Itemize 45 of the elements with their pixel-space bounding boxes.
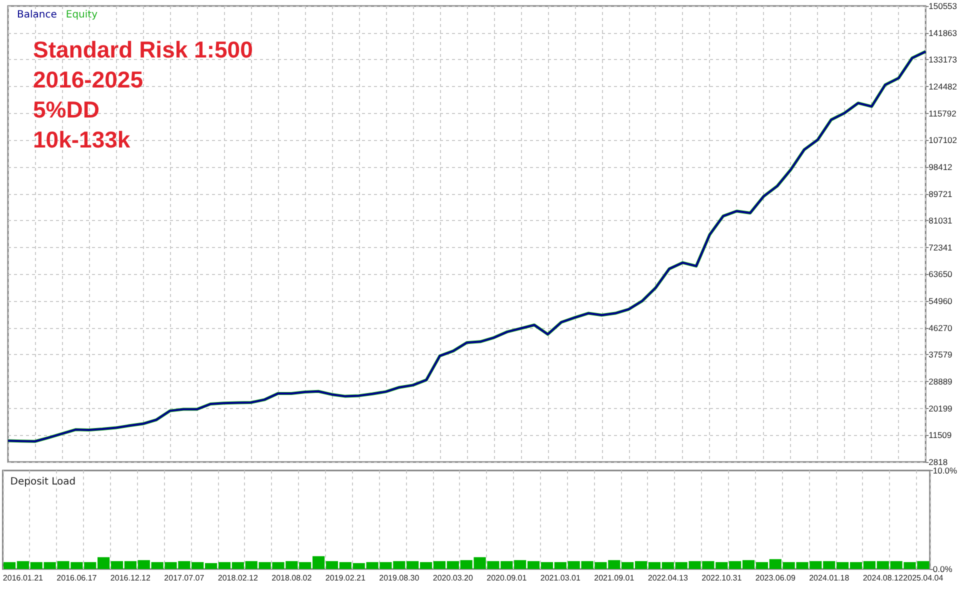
x-tick-label: 2025.04.04 [903,574,944,582]
y-tick-label: 107102 [928,135,958,146]
x-tick-label: 2021.03.01 [540,574,581,582]
y-tick-label: 11509 [928,430,952,440]
y-tick-label: 133173 [928,54,958,65]
x-tick-label: 2016.06.17 [56,574,98,582]
x-tick-label: 2019.02.21 [325,574,366,582]
y-tick-label: 124482 [928,81,958,92]
y-tick-label: 115792 [928,108,957,118]
x-tick-label: 2016.01.21 [2,574,44,582]
y-tick-label: 63650 [928,269,953,280]
x-tick-label: 2021.09.01 [594,574,635,582]
text: Balance [17,10,57,20]
y-tick-label: 89721 [928,188,953,199]
y-tick-label: 2818 [928,457,948,467]
y-tick-label: 98412 [928,162,953,172]
y-tick-label: 150553 [928,1,958,11]
annotation: 2016-2025 [33,66,144,92]
x-tick-label: 2020.03.20 [432,574,474,582]
y-tick-label: 81031 [928,216,953,226]
y-tick-label: 10.0% [932,466,958,476]
x-tick-label: 2022.10.31 [702,574,742,582]
x-tick-label: 2024.08.12 [862,574,904,582]
y-tick-label: 20199 [928,403,953,414]
annotation: 5%DD [33,96,100,122]
x-tick-label: 2023.06.09 [755,574,796,582]
y-tick-label: 0.0% [932,564,953,574]
annotation: Standard Risk 1:500 [33,36,253,62]
y-tick-label: 54960 [928,296,953,306]
y-tick-label: 46270 [928,322,953,333]
x-tick-label: 2019.08.30 [379,574,420,582]
x-tick-label: 2020.09.01 [486,574,528,582]
x-tick-label: 2017.07.07 [164,574,205,582]
y-tick-label: 72341 [928,242,953,252]
x-tick-label: 2022.04.13 [648,574,688,582]
annotation: 10k-133k [33,126,130,152]
text: Equity [66,10,98,20]
x-tick-label: 2018.02.12 [218,574,258,582]
y-tick-label: 37579 [928,350,953,360]
y-tick-label: 141863 [928,28,958,38]
x-tick-label: 2018.08.02 [272,574,312,582]
x-tick-label: 2016.12.12 [110,574,152,582]
text: Deposit Load [10,476,76,488]
y-tick-label: 28889 [928,376,953,387]
x-tick-label: 2024.01.18 [809,574,850,582]
